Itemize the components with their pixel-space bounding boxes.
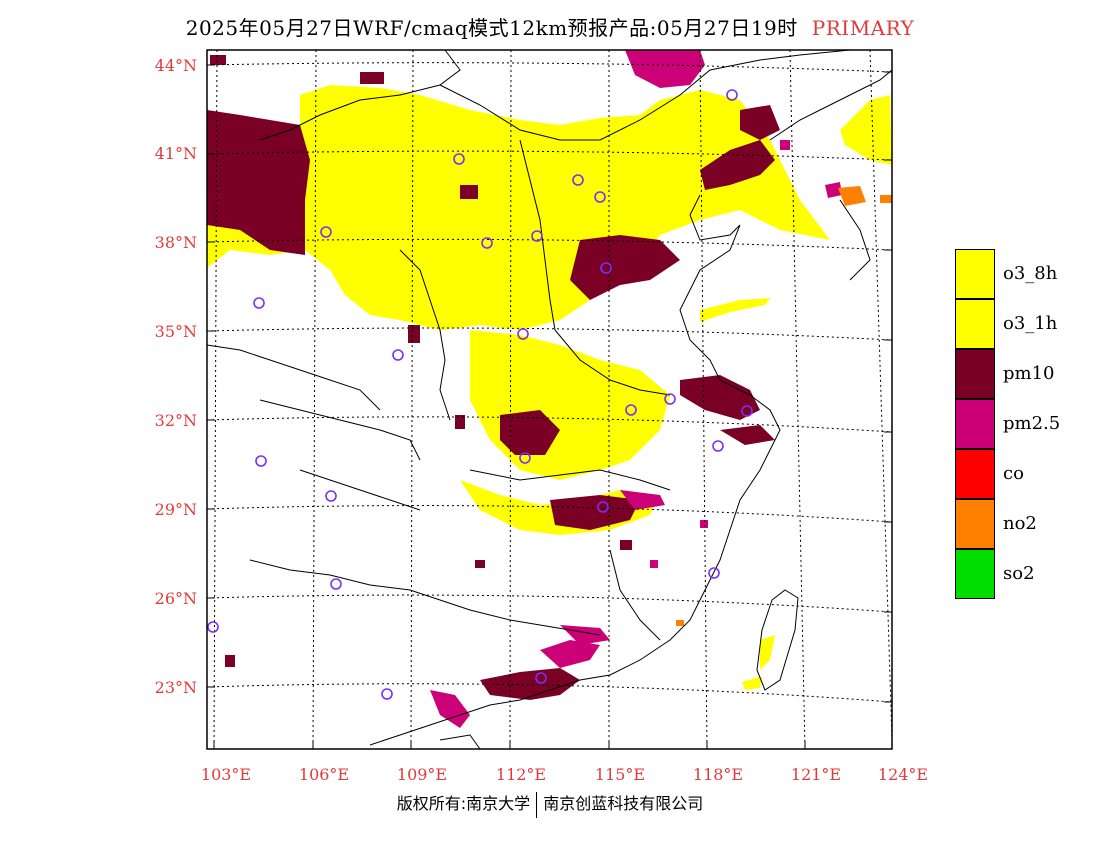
pm10-field-shanghai [720,425,775,445]
footer-right: 南京创蓝科技有限公司 [543,794,704,813]
pm25-field-guangdong [540,640,600,668]
city-markers [207,89,753,700]
legend-label: co [1003,463,1024,484]
o3-field-sea [700,298,770,322]
lat-label: 29°N [154,500,197,519]
legend-swatch [955,399,995,449]
pm10-field-jiangxi [550,495,640,530]
pollutant-fields [207,50,892,728]
lat-label: 23°N [154,678,197,697]
lon-label: 109°E [396,765,448,784]
lat-label: 35°N [154,322,197,341]
legend-label: o3_1h [1003,313,1058,334]
legend-swatch [955,549,995,599]
lon-label: 103°E [200,765,252,784]
legend-swatch [955,449,995,499]
o3-field-korea [840,95,892,165]
legend-label: pm10 [1003,363,1055,384]
pm25-field-liaoning [825,182,842,198]
legend-swatch [955,299,995,349]
pm25-field-guangxi [430,690,470,728]
pm10-field-beijing [700,140,775,190]
legend-swatch [955,349,995,399]
graticule [206,49,893,750]
o3-field-taiwan-b [742,676,762,690]
pm25-field-mongolia [625,50,705,88]
legend-label: no2 [1003,513,1037,534]
lat-label: 26°N [154,589,197,608]
boundary-lines [206,49,893,750]
legend-swatch [955,499,995,549]
pm10-field-jiangsu [680,375,760,420]
legend-label: pm2.5 [1003,413,1061,434]
lon-label: 121°E [790,765,842,784]
pm10-field-guangdong [480,668,580,700]
footer-left: 版权所有:南京大学 [396,794,531,813]
lat-label: 44°N [154,56,197,75]
legend-swatch [955,249,995,299]
legend-label: so2 [1003,563,1035,584]
pm10-field-hebei [570,235,680,300]
o3-field-north [300,85,830,330]
lon-label: 124°E [877,765,929,784]
no2-field-korea [838,186,866,206]
title-text: 2025年05月27日WRF/cmaq模式12km预报产品:05月27日19时 [185,16,798,40]
lat-label: 41°N [154,144,197,163]
lon-label: 112°E [495,765,547,784]
pm10-field-inner-mongolia [740,105,780,140]
lon-label: 106°E [298,765,350,784]
legend-label: o3_8h [1003,263,1058,284]
lat-label: 38°N [154,233,197,252]
primary-tag: PRIMARY [811,16,915,40]
pm10-field-northwest [207,110,310,255]
no2-field-taiwan [676,620,684,626]
lat-label: 32°N [154,411,197,430]
o3-field-taiwan [760,635,775,670]
map-title: 2025年05月27日WRF/cmaq模式12km预报产品:05月27日19时 P… [0,12,1100,41]
no2-field-korea-b [880,195,892,203]
footer-separator [536,791,538,818]
lon-label: 115°E [594,765,646,784]
map-frame [206,49,893,750]
copyright-footer: 版权所有:南京大学 南京创蓝科技有限公司 [0,790,1100,818]
pm10-field-hubei [500,410,560,455]
lon-label: 118°E [692,765,744,784]
o3-field-central [470,330,670,480]
pm25-field-hunan [620,490,665,510]
